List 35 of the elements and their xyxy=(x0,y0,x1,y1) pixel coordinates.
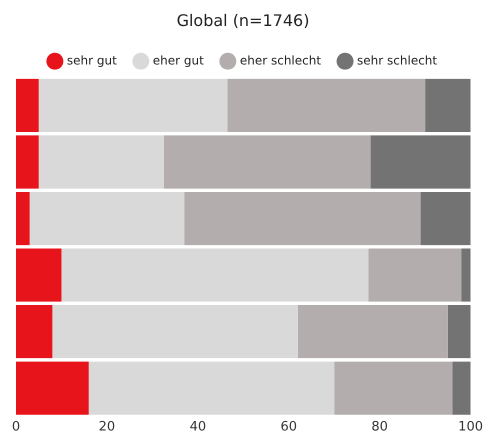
bar xyxy=(370,135,471,189)
bar xyxy=(227,78,426,132)
bar xyxy=(52,305,298,358)
bar xyxy=(334,362,452,415)
bar xyxy=(368,248,462,302)
bar xyxy=(462,248,471,302)
bar xyxy=(448,305,471,358)
bar xyxy=(61,248,368,302)
legend-label: eher schlecht xyxy=(240,53,322,68)
bar xyxy=(88,362,334,415)
bar xyxy=(16,192,30,246)
bar xyxy=(184,192,421,246)
x-tick-label: 40 xyxy=(190,420,206,435)
legend-label: eher gut xyxy=(152,53,204,68)
x-tick-label: 80 xyxy=(371,420,388,435)
bar xyxy=(16,362,89,415)
bar xyxy=(16,305,52,358)
bar xyxy=(164,135,371,189)
legend-label: sehr gut xyxy=(66,53,118,68)
bar xyxy=(420,192,471,246)
legend-label: sehr schlecht xyxy=(357,53,438,68)
bar xyxy=(16,78,39,132)
bar xyxy=(425,78,471,132)
bar xyxy=(16,135,39,189)
chart-title: Global (n=1746) xyxy=(176,10,310,30)
bar xyxy=(38,135,164,189)
x-tick-label: 0 xyxy=(12,420,20,435)
bar xyxy=(30,192,184,246)
x-tick-label: 100 xyxy=(458,420,484,435)
bar xyxy=(298,305,448,358)
bar xyxy=(16,248,62,302)
bar xyxy=(452,362,471,415)
bar xyxy=(38,78,228,132)
x-tick-label: 60 xyxy=(280,420,298,435)
x-tick-label: 20 xyxy=(98,420,116,435)
